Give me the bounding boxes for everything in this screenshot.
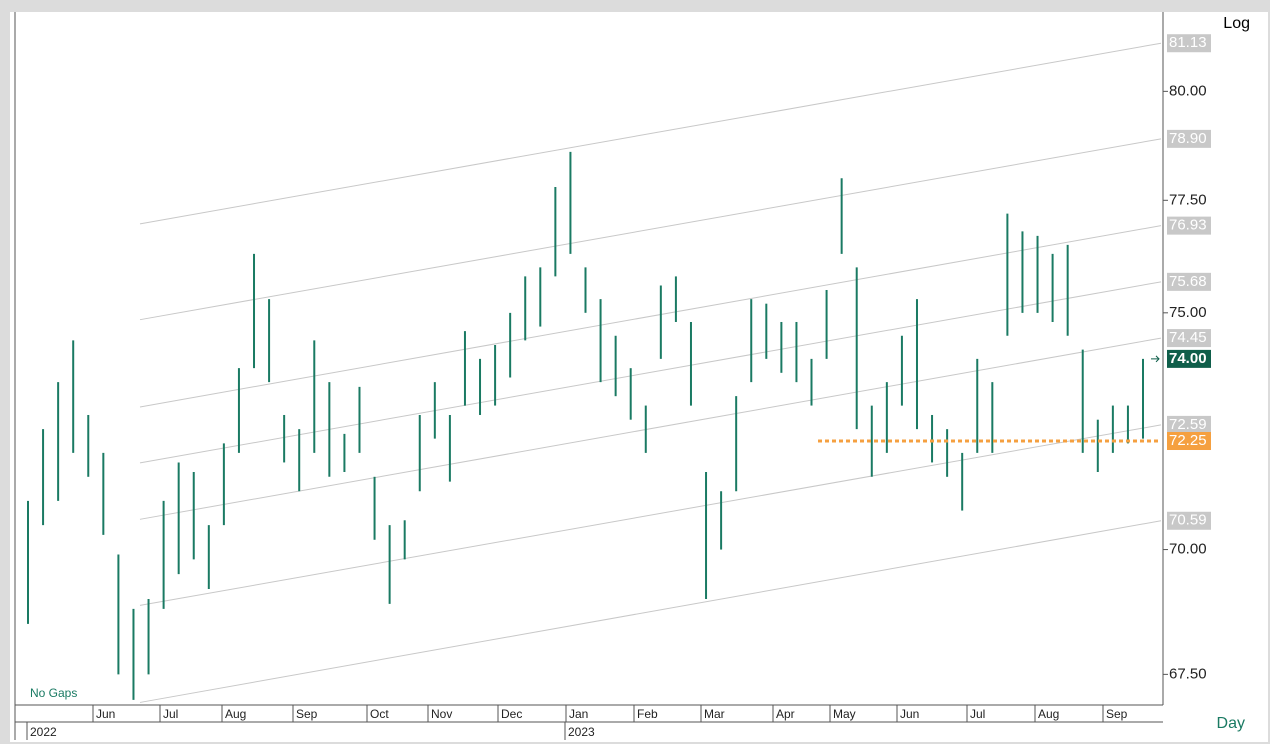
month-label: Sep: [296, 707, 318, 721]
year-label: 2023: [568, 725, 595, 739]
month-label: Oct: [370, 707, 389, 721]
month-label: May: [833, 707, 856, 721]
channel-label-box: [1167, 272, 1211, 291]
channel-label-box: [1167, 129, 1211, 148]
month-label: Jun: [96, 707, 115, 721]
month-label: Jun: [900, 707, 919, 721]
channel-label-box: [1167, 511, 1211, 530]
channel-line: [139, 42, 1162, 225]
month-label: Mar: [704, 707, 725, 721]
channel-line: [139, 337, 1162, 520]
channel-label: 75.68: [1169, 273, 1207, 290]
y-tick-label: 80.00: [1169, 82, 1207, 99]
y-tick-label: 70.00: [1169, 541, 1207, 558]
channel-label-box: [1167, 216, 1211, 235]
y-tick-label: 67.50: [1169, 665, 1207, 682]
channel-line: [139, 225, 1162, 408]
last-price-label: 74.00: [1169, 350, 1207, 367]
channel-line: [139, 424, 1162, 606]
channel-label: 70.59: [1169, 512, 1207, 529]
gaps-label: No Gaps: [30, 686, 77, 700]
channel-label: 74.45: [1169, 329, 1207, 346]
channel-line: [139, 520, 1162, 703]
last-price-box: [1167, 349, 1211, 368]
month-label: Jul: [163, 707, 178, 721]
channel-label-box: [1167, 34, 1211, 53]
month-label: Aug: [1038, 707, 1059, 721]
y-tick-label: 77.50: [1169, 191, 1207, 208]
month-label: Apr: [776, 707, 795, 721]
channel-label-box: [1167, 415, 1211, 434]
channel-line: [139, 281, 1162, 464]
month-label: Dec: [501, 707, 522, 721]
y-tick-label: 75.00: [1169, 304, 1207, 321]
month-label: Sep: [1106, 707, 1128, 721]
channel-line: [139, 138, 1162, 321]
channel-label-box: [1167, 329, 1211, 348]
panel: [10, 12, 1268, 742]
channel-label: 76.93: [1169, 217, 1207, 234]
channel-label: 78.90: [1169, 130, 1207, 147]
support-label-box: [1167, 432, 1211, 451]
month-label: Aug: [225, 707, 246, 721]
month-label: Feb: [637, 707, 658, 721]
period-label: Day: [1217, 715, 1245, 732]
month-label: Nov: [431, 707, 452, 721]
month-label: Jul: [970, 707, 985, 721]
year-label: 2022: [30, 725, 57, 739]
support-label: 72.25: [1169, 432, 1207, 449]
month-label: Jan: [569, 707, 588, 721]
channel-label: 72.59: [1169, 416, 1207, 433]
scale-label: Log: [1223, 15, 1250, 32]
channel-label: 81.13: [1169, 34, 1207, 51]
last-price-arrow: [1151, 355, 1160, 363]
